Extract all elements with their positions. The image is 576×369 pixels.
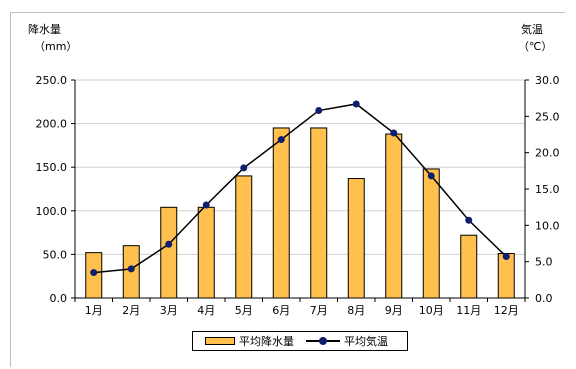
x-tick-label: 7月 <box>310 304 328 317</box>
left-tick-label: 200.0 <box>36 118 68 131</box>
chart-frame <box>10 12 565 367</box>
precipitation-bar <box>385 133 403 299</box>
right-tick-label: 20.0 <box>535 147 560 160</box>
left-tick-label: 50.0 <box>43 248 68 261</box>
precipitation-bar <box>422 168 440 299</box>
precipitation-bar <box>197 206 215 299</box>
precipitation-bar <box>272 127 290 299</box>
temperature-point <box>502 253 510 261</box>
precipitation-bar <box>310 127 328 299</box>
right-tick-label: 25.0 <box>535 110 560 123</box>
legend-bar-swatch <box>205 337 235 345</box>
left-tick-label: 150.0 <box>36 161 68 174</box>
temperature-point <box>465 216 473 224</box>
legend-item-precipitation: 平均降水量 <box>205 333 294 349</box>
precipitation-bar <box>160 206 178 299</box>
right-tick-label: 0.0 <box>535 292 553 305</box>
legend-label-temperature: 平均気温 <box>344 335 388 348</box>
right-tick-label: 15.0 <box>535 183 560 196</box>
right-tick-label: 30.0 <box>535 74 560 87</box>
right-axis-unit: （℃） <box>518 40 553 53</box>
x-tick-label: 2月 <box>122 304 140 317</box>
temperature-point <box>390 129 398 137</box>
temperature-point <box>240 164 248 172</box>
legend-item-temperature: 平均気温 <box>306 333 388 349</box>
temperature-point <box>90 269 98 277</box>
left-tick-label: 0.0 <box>50 292 68 305</box>
x-tick-label: 8月 <box>347 304 365 317</box>
temperature-point <box>277 136 285 144</box>
precipitation-bar <box>460 234 478 299</box>
x-tick-label: 6月 <box>272 304 290 317</box>
x-tick-label: 9月 <box>385 304 403 317</box>
temperature-point <box>165 240 173 248</box>
temperature-line <box>93 103 507 274</box>
x-tick-label: 12月 <box>494 304 519 317</box>
x-tick-label: 1月 <box>85 304 103 317</box>
x-tick-label: 5月 <box>235 304 253 317</box>
precipitation-bar <box>347 178 365 299</box>
temperature-point <box>315 107 323 115</box>
left-tick-label: 100.0 <box>36 205 68 218</box>
temperature-point <box>352 100 360 108</box>
left-axis-title: 降水量 <box>28 23 61 36</box>
right-tick-label: 5.0 <box>535 256 553 269</box>
precipitation-bar <box>497 253 515 299</box>
temperature-point <box>427 172 435 180</box>
left-axis-unit: （mm） <box>34 40 78 53</box>
right-tick-label: 10.0 <box>535 219 560 232</box>
precipitation-bar <box>235 175 253 299</box>
legend-label-precipitation: 平均降水量 <box>239 335 294 348</box>
right-axis-title: 気温 <box>521 23 543 36</box>
temperature-point <box>127 265 135 273</box>
x-tick-label: 11月 <box>456 304 481 317</box>
legend-line-swatch <box>306 336 340 346</box>
x-tick-label: 10月 <box>419 304 444 317</box>
legend: 平均降水量 平均気温 <box>192 331 408 351</box>
temperature-point <box>202 201 210 209</box>
x-tick-label: 3月 <box>160 304 178 317</box>
x-tick-label: 4月 <box>197 304 215 317</box>
left-tick-label: 250.0 <box>36 74 68 87</box>
